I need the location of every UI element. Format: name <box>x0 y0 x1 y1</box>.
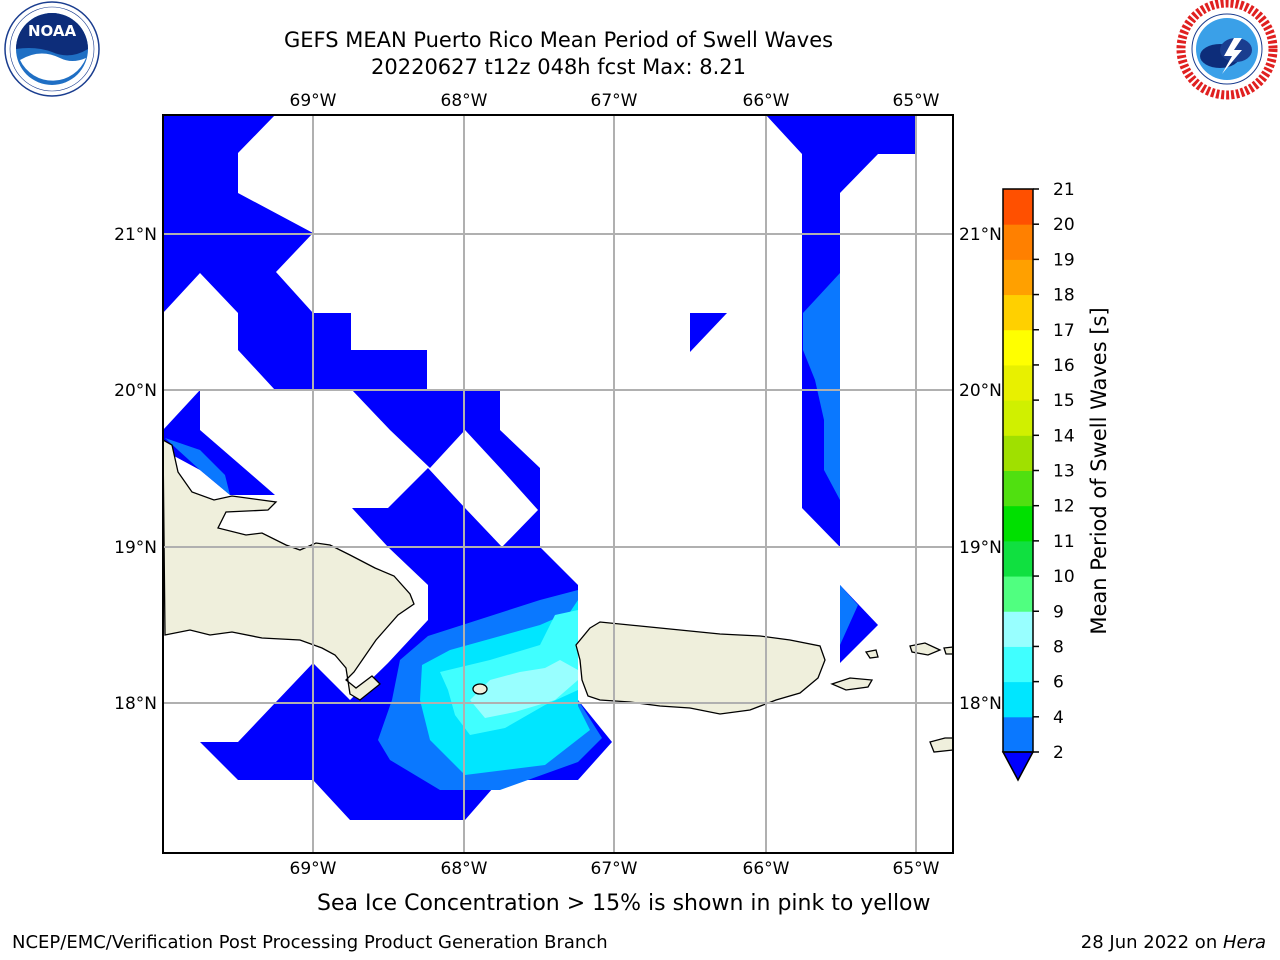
colorbar-band <box>1003 611 1033 647</box>
colorbar-band <box>1003 646 1033 683</box>
lon-labels-bottom: 69°W 68°W 67°W 66°W 65°W <box>290 859 940 879</box>
lon-label: 66°W <box>743 859 790 879</box>
colorbar-tick-label: 15 <box>1053 391 1075 411</box>
lon-label: 65°W <box>893 859 940 879</box>
colorbar-tick-label: 21 <box>1053 180 1075 200</box>
noaa-logo: NOAA <box>4 1 100 97</box>
swell-contours <box>163 115 953 820</box>
lon-label: 67°W <box>591 859 638 879</box>
lat-label: 21°N <box>114 225 157 245</box>
lat-label: 19°N <box>959 538 1002 558</box>
colorbar-label: Mean Period of Swell Waves [s] <box>1087 307 1111 634</box>
colorbar-tick-label: 10 <box>1053 567 1075 587</box>
lat-label: 18°N <box>114 694 157 714</box>
colorbar-tick-label: 9 <box>1053 602 1064 622</box>
footer-host: Hera <box>1222 932 1266 953</box>
lat-label: 19°N <box>114 538 157 558</box>
lat-labels-left: 21°N 20°N 19°N 18°N <box>114 225 157 714</box>
graticule <box>163 115 953 853</box>
map-frame <box>162 114 954 854</box>
lat-label: 18°N <box>959 694 1002 714</box>
colorbar-band <box>1003 329 1033 366</box>
colorbar-tick-label: 12 <box>1053 497 1075 517</box>
colorbar-tick-label: 8 <box>1053 637 1064 657</box>
colorbar-band <box>1003 400 1033 436</box>
colorbar-band <box>1003 540 1033 577</box>
colorbar-tick-label: 17 <box>1053 321 1075 341</box>
footer-date-text: 28 Jun 2022 on <box>1080 932 1223 953</box>
lat-label: 21°N <box>959 225 1002 245</box>
lon-labels-top: 69°W 68°W 67°W 66°W 65°W <box>290 91 940 111</box>
footer-credit: NCEP/EMC/Verification Post Processing Pr… <box>12 932 608 953</box>
colorbar-under-arrow <box>1001 751 1035 782</box>
colorbar-band <box>1003 435 1033 471</box>
sea-ice-note-text: Sea Ice Concentration > 15% is shown in … <box>317 891 931 916</box>
sea-ice-note: Sea Ice Concentration > 15% is shown in … <box>317 891 1077 916</box>
lon-label: 69°W <box>290 91 337 111</box>
lat-label: 20°N <box>959 381 1002 401</box>
colorbar: 2 4 6 8 9 10 11 12 13 14 15 16 17 18 19 20 21 Mean Perio… <box>1001 180 1111 782</box>
footer-date: 28 Jun 2022 on Hera <box>1081 932 1266 953</box>
lon-label: 65°W <box>893 91 940 111</box>
lon-label: 69°W <box>290 859 337 879</box>
colorbar-tick-label: 4 <box>1053 708 1064 728</box>
colorbar-band <box>1003 470 1033 507</box>
lat-label: 20°N <box>114 381 157 401</box>
map-subtitle: 20220627 t12z 048h fcst Max: 8.21 <box>371 55 746 79</box>
colorbar-tick-label: 6 <box>1053 673 1064 693</box>
noaa-logo-text: NOAA <box>28 22 77 40</box>
colorbar-tick-label: 14 <box>1053 426 1075 446</box>
colorbar-tick-label: 11 <box>1053 532 1075 552</box>
colorbar-tick-label: 13 <box>1053 462 1075 482</box>
colorbar-band <box>1003 259 1033 296</box>
lon-label: 68°W <box>441 91 488 111</box>
land <box>163 439 953 753</box>
colorbar-band <box>1003 576 1033 612</box>
colorbar-tick-label: 16 <box>1053 356 1075 376</box>
colorbar-band <box>1003 716 1033 753</box>
map-title: GEFS MEAN Puerto Rico Mean Period of Swe… <box>283 28 834 52</box>
colorbar-band <box>1003 505 1033 542</box>
colorbar-band <box>1003 681 1033 718</box>
colorbar-band <box>1003 224 1033 260</box>
lon-label: 68°W <box>441 859 488 879</box>
colorbar-band <box>1003 294 1033 331</box>
colorbar-tick-label: 19 <box>1053 250 1075 270</box>
lat-labels-right: 21°N 20°N 19°N 18°N <box>959 225 1002 714</box>
colorbar-band <box>1003 364 1033 401</box>
colorbar-tick-label: 18 <box>1053 286 1075 306</box>
lon-label: 66°W <box>743 91 790 111</box>
lon-label: 67°W <box>591 91 638 111</box>
nws-logo <box>1176 0 1278 100</box>
colorbar-band <box>1003 189 1033 225</box>
colorbar-tick-label: 20 <box>1053 215 1075 235</box>
colorbar-tick-label: 2 <box>1053 743 1064 763</box>
